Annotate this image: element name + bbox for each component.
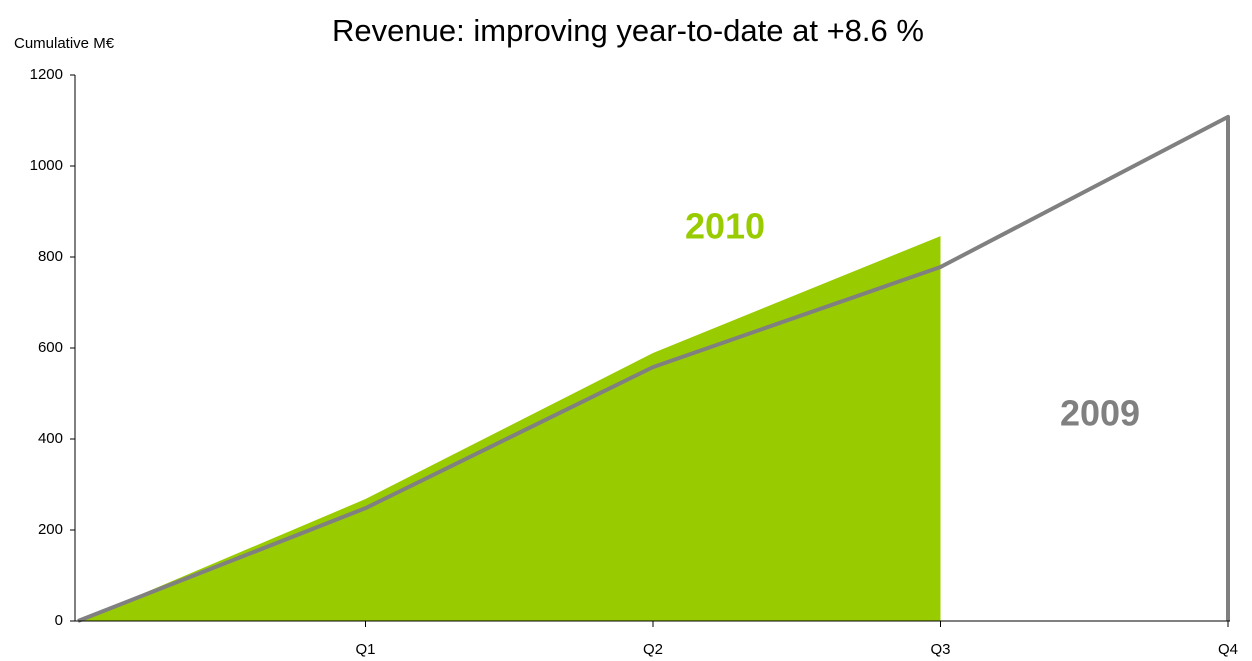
y-tick-label: 1000: [30, 157, 63, 174]
y-tick-label: 1200: [30, 66, 63, 83]
y-tick-label: 200: [38, 521, 63, 538]
y-tick-label: 0: [55, 612, 63, 629]
y-tick-label: 600: [38, 339, 63, 356]
line: [77, 114, 1230, 623]
y-axis-label: Cumulative M€: [14, 35, 115, 52]
x-tick-label: Q4: [1218, 641, 1238, 658]
y-tick-label: 400: [38, 430, 63, 447]
y-tick-label: 800: [38, 248, 63, 265]
chart-title: Revenue: improving year-to-date at +8.6 …: [332, 13, 924, 48]
area: [78, 236, 941, 621]
x-tick-label: Q3: [930, 641, 950, 658]
series-label: 2009: [1060, 393, 1140, 434]
x-tick-label: Q2: [643, 641, 663, 658]
x-tick-label: Q1: [355, 641, 375, 658]
series-label: 2010: [685, 206, 765, 247]
